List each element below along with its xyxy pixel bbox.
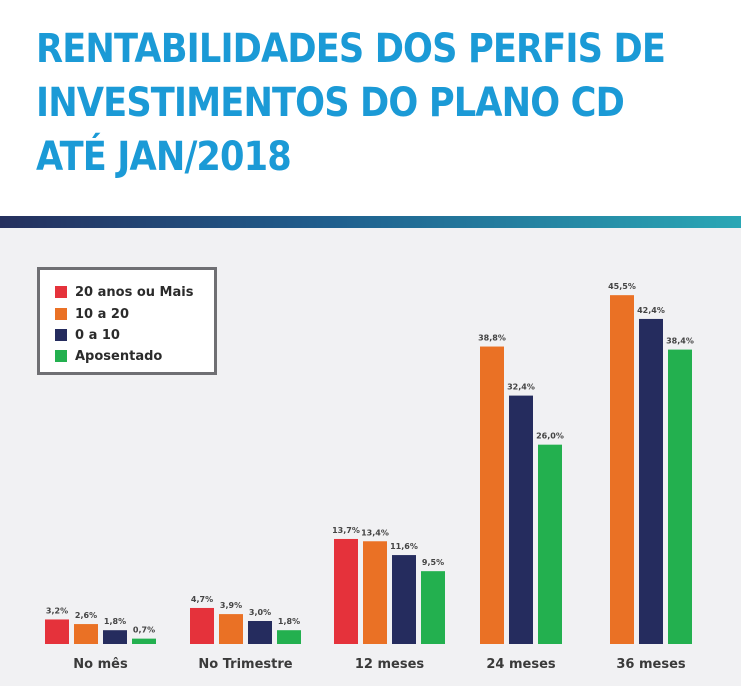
data-label-24-meses-aposentado: 26,0% [536, 432, 564, 441]
bar-no-trimestre-aposentado [277, 630, 301, 644]
bar-no-trimestre-0-a-10 [248, 621, 272, 644]
chart-legend: 20 anos ou Mais 10 a 20 0 a 10 Aposentad… [37, 267, 217, 375]
data-label-12-meses-20-anos-ou-mais: 13,7% [332, 526, 360, 535]
title-line-3: ATÉ JAN/2018 [36, 134, 292, 180]
bar-12-meses-aposentado [421, 571, 445, 644]
bar-no-mes-0-a-10 [103, 630, 127, 644]
data-label-no-trimestre-0-a-10: 3,0% [249, 608, 271, 617]
data-label-36-meses-aposentado: 38,4% [666, 337, 694, 346]
title-line-1: RENTABILIDADES DOS PERFIS DE [36, 26, 666, 72]
legend-swatch-icon [55, 286, 67, 298]
bar-no-mes-20-anos-ou-mais [45, 619, 69, 644]
page-title: RENTABILIDADES DOS PERFIS DE INVESTIMENT… [36, 22, 666, 184]
data-label-no-mes-10-a-20: 2,6% [75, 611, 97, 620]
legend-swatch-icon [55, 350, 67, 362]
legend-item-10-a-20: 10 a 20 [55, 305, 129, 323]
category-label-no-mes: No mês [73, 657, 128, 672]
bar-no-mes-aposentado [132, 638, 156, 644]
data-label-12-meses-0-a-10: 11,6% [390, 542, 418, 551]
bar-36-meses-aposentado [668, 349, 692, 644]
legend-item-aposentado: Aposentado [55, 347, 162, 365]
legend-label: 20 anos ou Mais [75, 284, 194, 300]
data-label-no-mes-0-a-10: 1,8% [104, 617, 126, 626]
legend-item-0-a-10: 0 a 10 [55, 326, 120, 344]
header-divider-stripe [0, 216, 741, 228]
data-label-36-meses-0-a-10: 42,4% [637, 306, 665, 315]
bar-24-meses-10-a-20 [480, 346, 504, 644]
data-label-24-meses-0-a-10: 32,4% [507, 383, 535, 392]
data-label-12-meses-10-a-20: 13,4% [361, 528, 389, 537]
data-label-no-trimestre-aposentado: 1,8% [278, 617, 300, 626]
title-line-2: INVESTIMENTOS DO PLANO CD [36, 80, 625, 126]
data-label-no-mes-aposentado: 0,7% [133, 626, 155, 635]
bar-12-meses-10-a-20 [363, 541, 387, 644]
legend-label: 10 a 20 [75, 306, 130, 322]
data-label-12-meses-aposentado: 9,5% [422, 558, 444, 567]
data-label-no-trimestre-10-a-20: 3,9% [220, 601, 242, 610]
bar-24-meses-aposentado [538, 444, 562, 644]
bar-36-meses-10-a-20 [610, 295, 634, 644]
legend-swatch-icon [55, 329, 67, 341]
bar-no-trimestre-20-anos-ou-mais [190, 607, 214, 644]
legend-label: Aposentado [75, 348, 163, 364]
data-label-no-mes-20-anos-ou-mais: 3,2% [46, 606, 68, 615]
bar-12-meses-0-a-10 [392, 555, 416, 644]
bar-12-meses-20-anos-ou-mais [334, 538, 358, 644]
category-label-12-meses: 12 meses [355, 657, 425, 672]
bar-36-meses-0-a-10 [639, 318, 663, 644]
data-label-24-meses-10-a-20: 38,8% [478, 334, 506, 343]
category-label-36-meses: 36 meses [616, 657, 686, 672]
legend-swatch-icon [55, 308, 67, 320]
legend-item-20-anos-ou-mais: 20 anos ou Mais [55, 283, 193, 301]
bar-no-trimestre-10-a-20 [219, 614, 243, 644]
data-label-no-trimestre-20-anos-ou-mais: 4,7% [191, 595, 213, 604]
category-label-no-trimestre: No Trimestre [198, 657, 292, 672]
category-label-24-meses: 24 meses [486, 657, 556, 672]
data-label-36-meses-10-a-20: 45,5% [608, 282, 636, 291]
legend-label: 0 a 10 [75, 327, 120, 343]
bar-no-mes-10-a-20 [74, 624, 98, 644]
bar-24-meses-0-a-10 [509, 395, 533, 644]
